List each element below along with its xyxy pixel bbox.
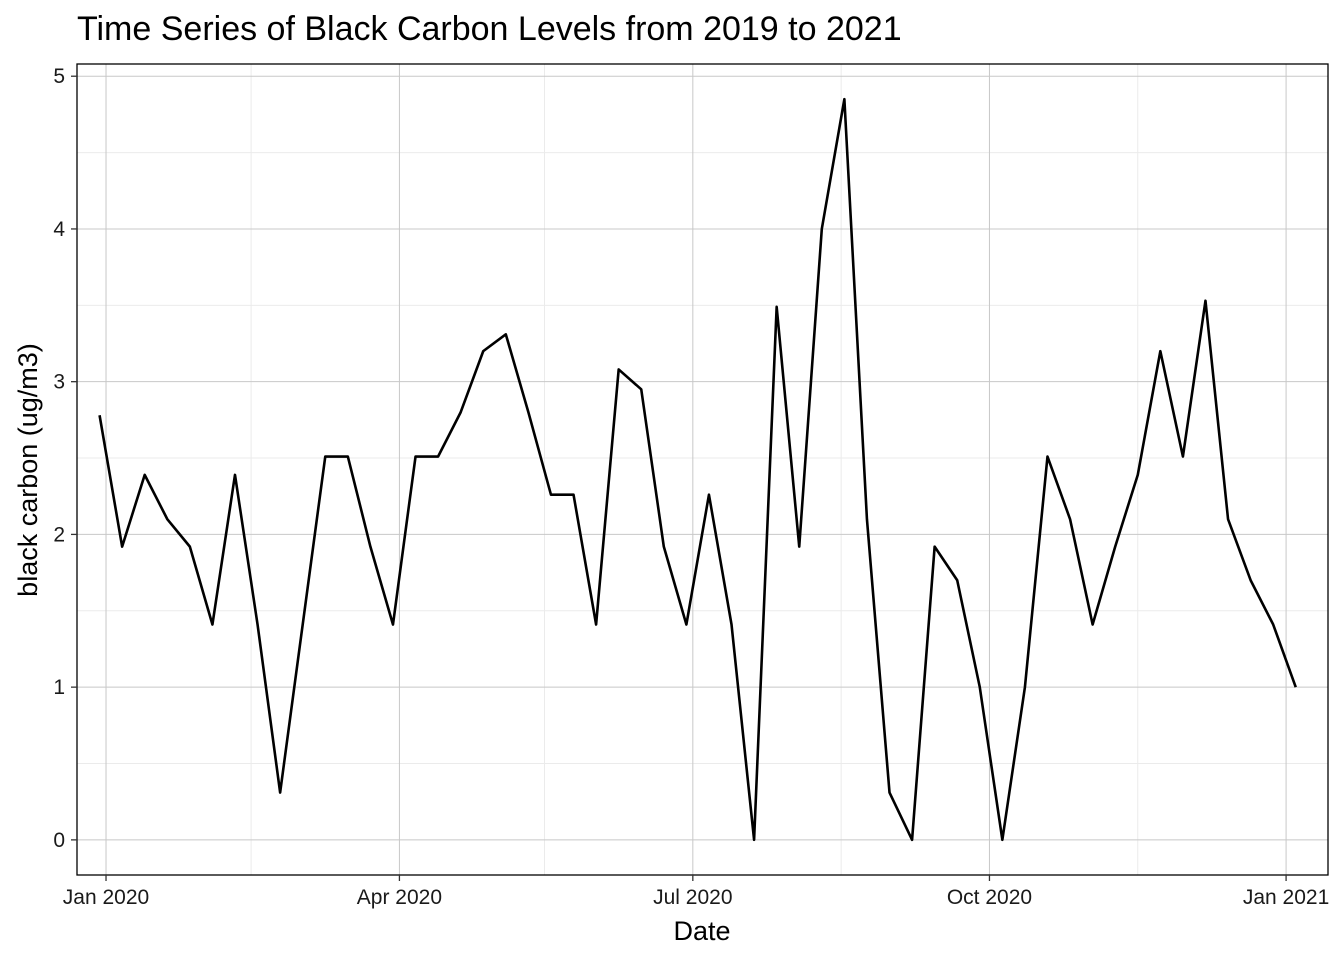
x-tick-label: Apr 2020 (357, 886, 442, 909)
y-tick-label: 0 (53, 829, 65, 852)
x-tick-label: Jul 2020 (653, 886, 732, 909)
y-tick-label: 2 (53, 523, 65, 546)
major-gridlines (77, 64, 1328, 875)
y-tick-label: 5 (53, 65, 65, 88)
y-tick-label: 3 (53, 371, 65, 394)
x-tick-label: Jan 2021 (1243, 886, 1329, 909)
chart-title: Time Series of Black Carbon Levels from … (77, 10, 902, 48)
y-axis-title: black carbon (ug/m3) (13, 343, 43, 597)
plot-panel-border (76, 63, 1329, 876)
x-axis-title: Date (673, 916, 730, 946)
y-tick-label: 4 (53, 218, 65, 241)
minor-gridlines (77, 64, 1328, 875)
y-tick-label: 1 (53, 676, 65, 699)
x-axis: Jan 2020 Apr 2020 Jul 2020 Oct 2020 Jan 2021 (63, 875, 1329, 909)
series-line (98, 97, 1297, 842)
series-layer (98, 97, 1297, 842)
x-tick-label: Jan 2020 (63, 886, 149, 909)
x-tick-label: Oct 2020 (947, 886, 1032, 909)
y-axis: 0 1 2 3 4 5 (53, 65, 77, 852)
